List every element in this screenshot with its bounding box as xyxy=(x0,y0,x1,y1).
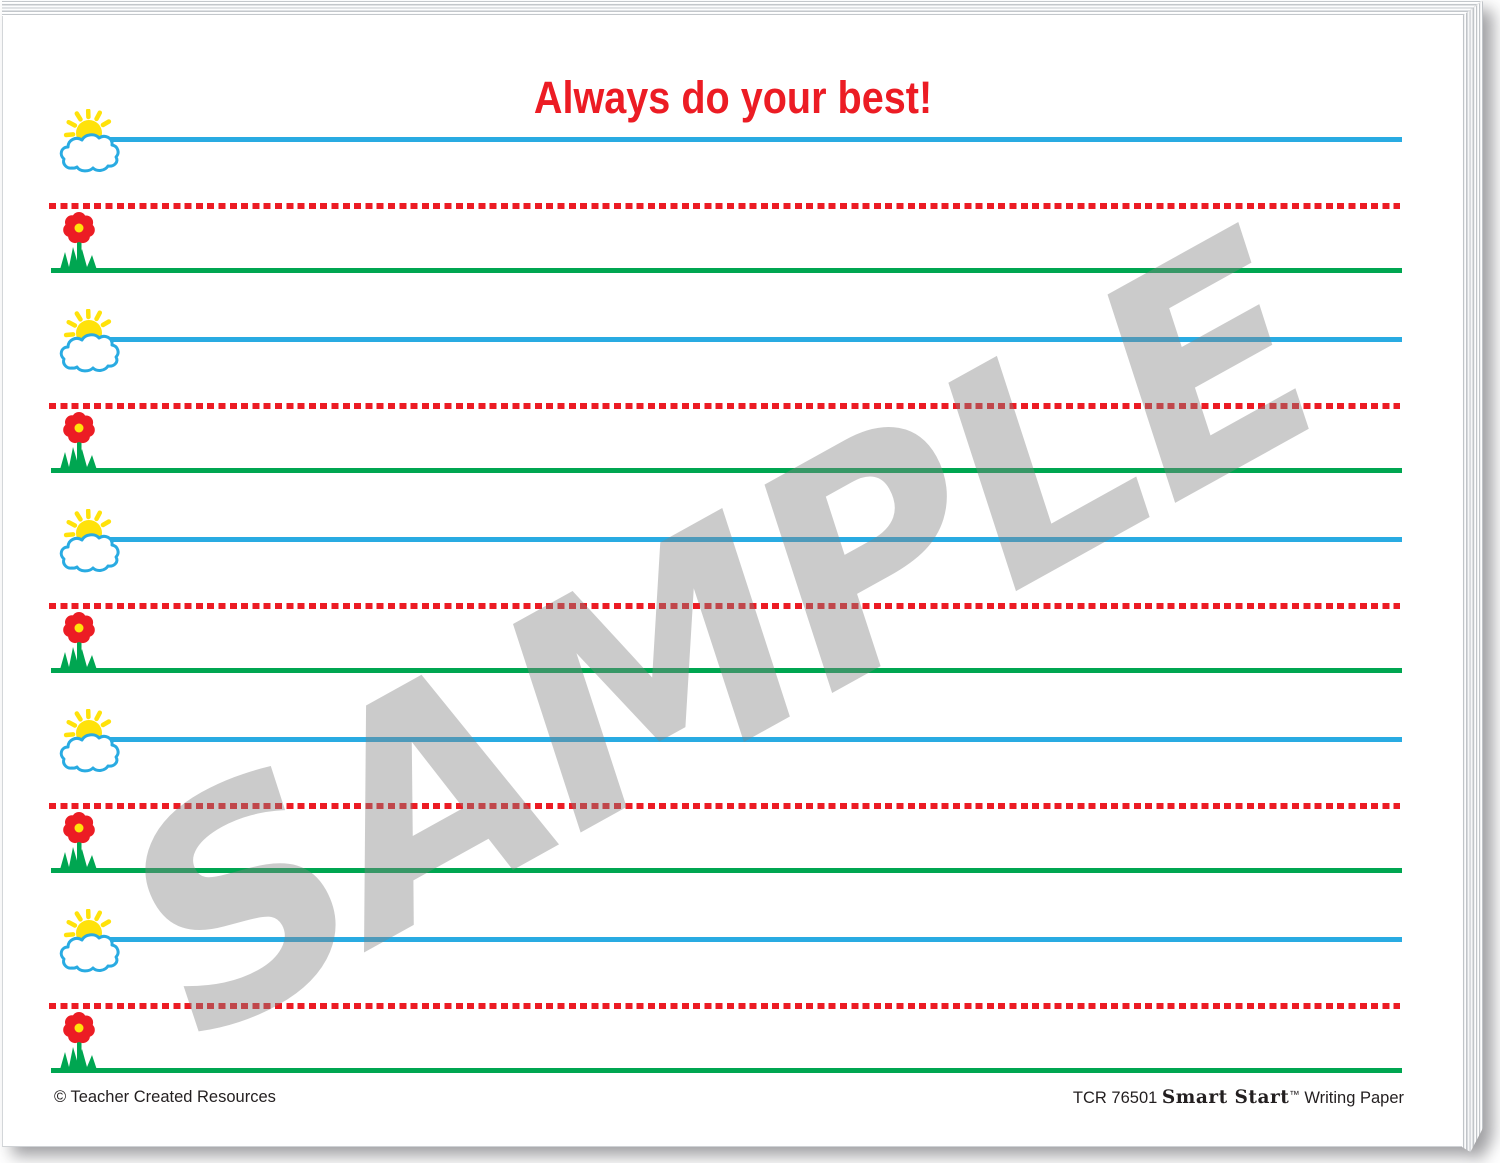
flower-icon xyxy=(59,612,98,673)
writing-line-set xyxy=(49,909,1402,1119)
top-writing-line xyxy=(75,337,1402,342)
sun-cloud-icon xyxy=(59,709,120,773)
writing-paper-front-page: Always do your best! xyxy=(2,16,1462,1147)
product-info: TCR 76501 Smart Start™ Writing Paper xyxy=(1073,1087,1404,1108)
middle-dashed-writing-line xyxy=(49,403,1400,409)
pad-right-page-stack-edge xyxy=(1462,0,1483,1152)
product-type: Writing Paper xyxy=(1304,1089,1404,1107)
middle-dashed-writing-line xyxy=(49,803,1400,809)
top-writing-line xyxy=(75,737,1402,742)
middle-dashed-writing-line xyxy=(49,203,1400,209)
bottom-writing-line xyxy=(51,1068,1402,1073)
bottom-writing-line xyxy=(51,268,1402,273)
writing-line-set xyxy=(49,109,1402,319)
trademark-symbol: ™ xyxy=(1289,1089,1300,1101)
writing-line-sets xyxy=(49,109,1402,1124)
pad-top-page-stack-edge xyxy=(2,0,1482,16)
top-writing-line xyxy=(75,137,1402,142)
sun-cloud-icon xyxy=(59,109,120,173)
writing-line-set xyxy=(49,509,1402,719)
bottom-writing-line xyxy=(51,468,1402,473)
bottom-writing-line xyxy=(51,868,1402,873)
writing-line-set xyxy=(49,309,1402,519)
top-writing-line xyxy=(75,537,1402,542)
middle-dashed-writing-line xyxy=(49,603,1400,609)
sun-cloud-icon xyxy=(59,309,120,373)
flower-icon xyxy=(59,412,98,473)
top-writing-line xyxy=(75,937,1402,942)
flower-icon xyxy=(59,212,98,273)
bottom-writing-line xyxy=(51,668,1402,673)
brand-name: Smart Start xyxy=(1161,1087,1290,1108)
page-title: Always do your best! xyxy=(533,72,932,123)
flower-icon xyxy=(59,812,98,873)
flower-icon xyxy=(59,1012,98,1073)
sun-cloud-icon xyxy=(59,909,120,973)
product-code: TCR 76501 xyxy=(1072,1089,1158,1107)
middle-dashed-writing-line xyxy=(49,1003,1400,1009)
writing-line-set xyxy=(49,709,1402,919)
sun-cloud-icon xyxy=(59,509,120,573)
copyright-text: © Teacher Created Resources xyxy=(54,1088,276,1106)
